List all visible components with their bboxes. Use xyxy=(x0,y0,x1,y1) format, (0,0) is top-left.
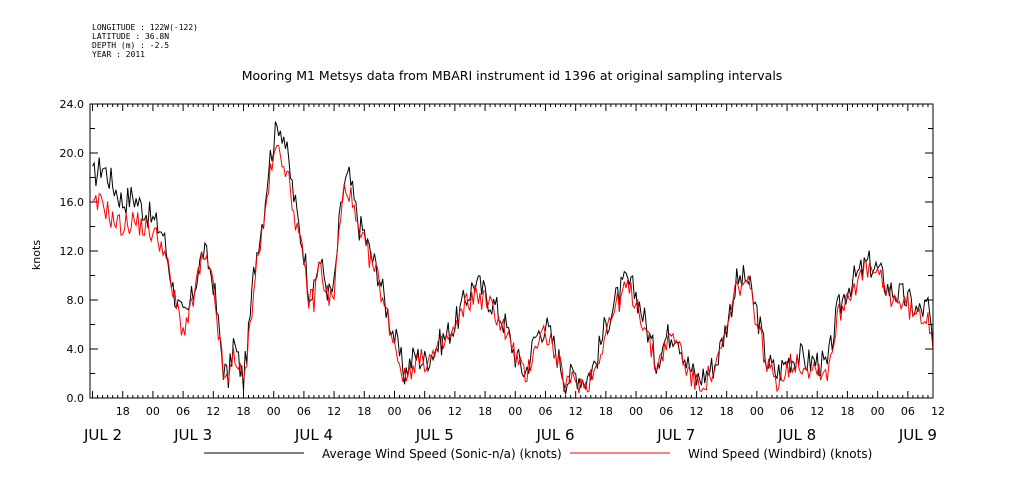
legend-label-sonic: Average Wind Speed (Sonic-n/a) (knots) xyxy=(322,447,562,461)
x-tick-label: 06 xyxy=(780,405,794,418)
y-tick-label: 24.0 xyxy=(60,98,85,111)
x-tick-label: 12 xyxy=(810,405,824,418)
x-tick-label: 00 xyxy=(267,405,281,418)
x-tick-label: 00 xyxy=(146,405,160,418)
x-tick-label: 06 xyxy=(176,405,190,418)
x-tick-label: 18 xyxy=(599,405,613,418)
x-day-label: JUL 4 xyxy=(294,426,333,444)
x-tick-label: 06 xyxy=(538,405,552,418)
x-tick-label: 00 xyxy=(508,405,522,418)
x-tick-label: 06 xyxy=(418,405,432,418)
y-axis: 0.0 4.0 8.0 12.0 16.0 20.0 24.0 xyxy=(60,98,933,405)
x-tick-label: 06 xyxy=(297,405,311,418)
x-tick-label: 18 xyxy=(357,405,371,418)
x-tick-label: 00 xyxy=(387,405,401,418)
latitude-label: LATITUDE : 36.8N xyxy=(92,32,169,41)
y-tick-label: 8.0 xyxy=(67,294,85,307)
y-tick-label: 16.0 xyxy=(60,196,85,209)
x-tick-label: 06 xyxy=(659,405,673,418)
x-tick-label: 12 xyxy=(206,405,220,418)
metadata-block: LONGITUDE : 122W(-122) LATITUDE : 36.8N … xyxy=(92,23,198,59)
x-tick-label: 18 xyxy=(478,405,492,418)
x-tick-label: 18 xyxy=(840,405,854,418)
y-tick-label: 12.0 xyxy=(60,245,85,258)
chart-title: Mooring M1 Metsys data from MBARI instru… xyxy=(242,68,783,83)
x-tick-label: 00 xyxy=(750,405,764,418)
x-axis: 18 00 06 12 18 00 06 12 18 00 06 12 18 00 06 12 18 00 06 12… xyxy=(83,104,945,444)
x-tick-label: 18 xyxy=(237,405,251,418)
legend-label-windbird: Wind Speed (Windbird) (knots) xyxy=(688,447,872,461)
y-tick-label: 0.0 xyxy=(67,392,85,405)
x-tick-label: 12 xyxy=(569,405,583,418)
longitude-label: LONGITUDE : 122W(-122) xyxy=(92,23,198,32)
y-tick-label: 4.0 xyxy=(67,343,85,356)
x-day-label: JUL 7 xyxy=(656,426,695,444)
x-day-label: JUL 8 xyxy=(777,426,816,444)
x-tick-label: 12 xyxy=(448,405,462,418)
depth-label: DEPTH (m) : -2.5 xyxy=(92,41,169,50)
x-day-label: JUL 3 xyxy=(173,426,212,444)
series-line-sonic xyxy=(92,121,934,395)
y-axis-label: knots xyxy=(30,240,43,270)
legend: Average Wind Speed (Sonic-n/a) (knots) W… xyxy=(204,447,872,461)
y-tick-label: 20.0 xyxy=(60,147,85,160)
plot-area xyxy=(92,121,934,395)
x-tick-label: 18 xyxy=(720,405,734,418)
x-tick-label: 00 xyxy=(871,405,885,418)
x-day-label: JUL 2 xyxy=(83,426,122,444)
x-day-label: JUL 9 xyxy=(898,426,937,444)
x-day-label: JUL 6 xyxy=(535,426,574,444)
x-tick-label: 00 xyxy=(629,405,643,418)
plot-frame xyxy=(89,103,934,399)
x-tick-label: 12 xyxy=(931,405,945,418)
x-tick-label: 06 xyxy=(901,405,915,418)
series-line-windbird xyxy=(92,144,934,394)
x-day-label: JUL 5 xyxy=(415,426,454,444)
x-tick-label: 18 xyxy=(116,405,130,418)
x-tick-label: 12 xyxy=(689,405,703,418)
year-label: YEAR : 2011 xyxy=(92,50,145,59)
x-tick-label: 12 xyxy=(327,405,341,418)
